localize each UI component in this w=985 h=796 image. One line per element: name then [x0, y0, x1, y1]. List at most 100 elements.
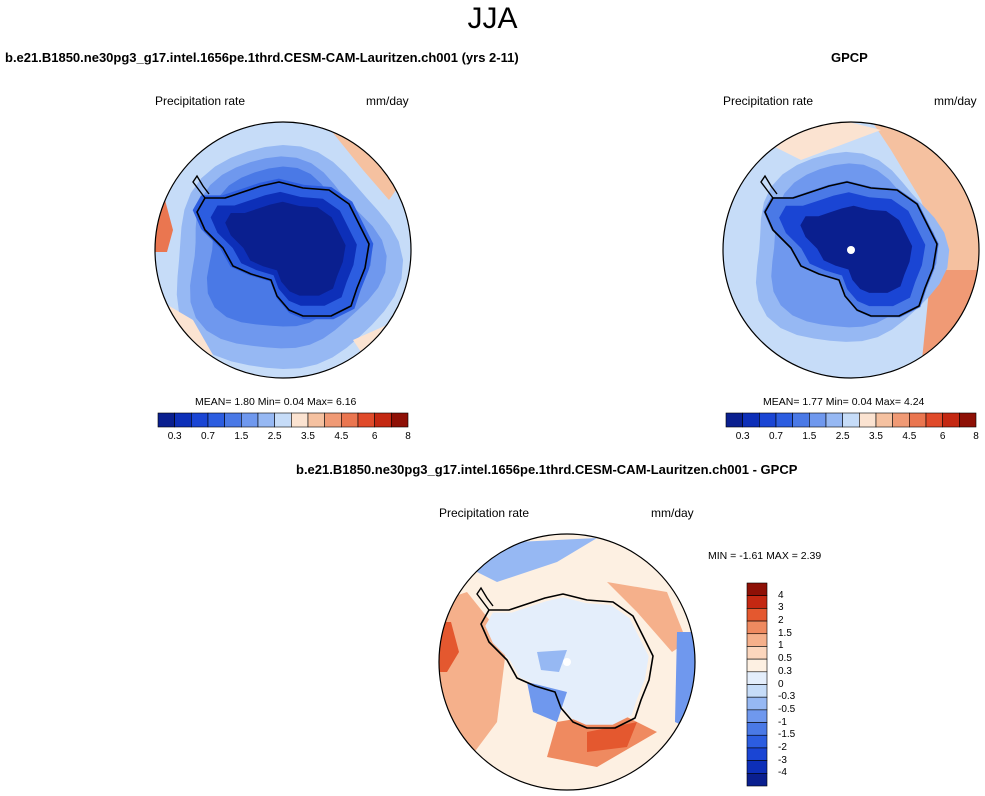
colorbar-swatch [191, 412, 209, 428]
antarctic-peninsula-coastline [192, 174, 210, 199]
colorbar-swatch [746, 646, 768, 660]
panel-2-title: GPCP [831, 50, 868, 65]
colorbar-tick-label: 1.5 [234, 431, 249, 442]
colorbar-tick-label: 0.3 [167, 431, 182, 442]
colorbar-tick-label: 0.3 [735, 431, 750, 442]
colorbar-swatch [224, 412, 242, 428]
colorbar-tick-label: 1.5 [778, 627, 792, 639]
colorbar-tick-label: -3 [778, 754, 787, 766]
colorbar-tick-label: -1 [778, 716, 787, 728]
colorbar-tick-label: 1 [778, 640, 784, 652]
colorbar-swatch [291, 412, 309, 428]
map-border [438, 533, 696, 791]
colorbar-tick-label: 6 [371, 431, 378, 442]
colorbar-swatch [792, 412, 810, 428]
colorbar-swatch [357, 412, 375, 428]
map-border [154, 121, 412, 379]
panel-1-units-label: mm/day [366, 94, 409, 108]
panel-1-colorbar [157, 412, 409, 428]
colorbar-swatch [746, 595, 768, 609]
colorbar-swatch [374, 412, 392, 428]
colorbar-tick-label: 4.5 [902, 431, 917, 442]
colorbar-swatch [746, 620, 768, 635]
colorbar-tick-label: 4 [778, 589, 784, 601]
pole-marker [847, 246, 855, 254]
panel-3-colorbar [746, 582, 768, 787]
colorbar-swatch [324, 412, 342, 428]
panel-1-title: b.e21.B1850.ne30pg3_g17.intel.1656pe.1th… [5, 50, 519, 65]
colorbar-swatch [875, 412, 893, 428]
colorbar-tick-label: 2 [778, 615, 784, 627]
panel-3-units-label: mm/day [651, 506, 694, 520]
colorbar-tick-label: -0.5 [778, 703, 796, 715]
colorbar-swatch [746, 671, 768, 685]
panel-2-stats: MEAN= 1.77 Min= 0.04 Max= 4.24 [763, 396, 925, 408]
colorbar-tick-label: -4 [778, 767, 787, 779]
colorbar-tick-label: 3 [778, 602, 784, 614]
colorbar-tick-label: 2.5 [267, 431, 282, 442]
panel-1-variable-label: Precipitation rate [155, 94, 246, 108]
colorbar-tick-label: 2.5 [835, 431, 850, 442]
colorbar-swatch [746, 773, 768, 787]
colorbar-swatch [746, 747, 768, 761]
antarctic-peninsula-coastline [476, 586, 494, 611]
colorbar-tick-label: 6 [939, 431, 946, 442]
colorbar-tick-label: 1.5 [802, 431, 817, 442]
colorbar-swatch [775, 412, 793, 428]
colorbar-swatch [746, 734, 768, 749]
colorbar-tick-label: 0.7 [769, 431, 783, 442]
colorbar-tick-label: 0.5 [778, 653, 792, 665]
antarctica-coastline [196, 181, 370, 317]
colorbar-swatch [241, 412, 259, 428]
colorbar-swatch [207, 412, 225, 428]
colorbar-swatch [725, 412, 743, 428]
colorbar-tick-label: -1.5 [778, 729, 796, 741]
colorbar-swatch [746, 722, 768, 736]
colorbar-swatch [746, 696, 768, 711]
antarctica-coastline [764, 181, 938, 317]
colorbar-swatch [909, 412, 927, 428]
colorbar-swatch [307, 412, 325, 428]
colorbar-swatch [341, 412, 359, 428]
panel-1-map [154, 121, 412, 379]
colorbar-tick-label: 4.5 [334, 431, 349, 442]
colorbar-swatch [746, 582, 768, 596]
colorbar-tick-label: 3.5 [869, 431, 883, 442]
map-border [722, 121, 980, 379]
colorbar-swatch [842, 412, 860, 428]
colorbar-tick-label: 0.7 [201, 431, 215, 442]
colorbar-tick-label: 8 [973, 431, 979, 442]
antarctic-peninsula-coastline [760, 174, 778, 199]
colorbar-tick-label: -0.3 [778, 691, 796, 703]
pole-marker [563, 658, 571, 666]
colorbar-tick-label: 8 [405, 431, 411, 442]
colorbar-swatch [746, 608, 768, 622]
colorbar-swatch [809, 412, 827, 428]
colorbar-swatch [257, 412, 275, 428]
panel-3-stats: MIN = -1.61 MAX = 2.39 [708, 550, 822, 562]
colorbar-swatch [746, 633, 768, 647]
panel-2-variable-label: Precipitation rate [723, 94, 814, 108]
panel-2-units-label: mm/day [934, 94, 977, 108]
colorbar-swatch [925, 412, 943, 428]
colorbar-tick-label: 0 [778, 678, 784, 690]
antarctica-coastline [480, 593, 654, 729]
colorbar-tick-label: 0.3 [778, 665, 792, 677]
colorbar-swatch [859, 412, 877, 428]
colorbar-swatch [825, 412, 843, 428]
panel-2-map [722, 121, 980, 379]
colorbar-tick-label: -2 [778, 741, 787, 753]
panel-3-variable-label: Precipitation rate [439, 506, 530, 520]
colorbar-swatch [746, 684, 768, 698]
panel-3-map [438, 533, 696, 791]
colorbar-swatch [174, 412, 192, 428]
colorbar-swatch [892, 412, 910, 428]
colorbar-swatch [759, 412, 777, 428]
colorbar-tick-label: 3.5 [301, 431, 315, 442]
colorbar-swatch [959, 412, 977, 428]
panel-3-title: b.e21.B1850.ne30pg3_g17.intel.1656pe.1th… [296, 462, 798, 477]
colorbar-swatch [746, 658, 768, 673]
figure-title: JJA [467, 2, 518, 35]
colorbar-swatch [746, 760, 768, 774]
colorbar-swatch [391, 412, 409, 428]
